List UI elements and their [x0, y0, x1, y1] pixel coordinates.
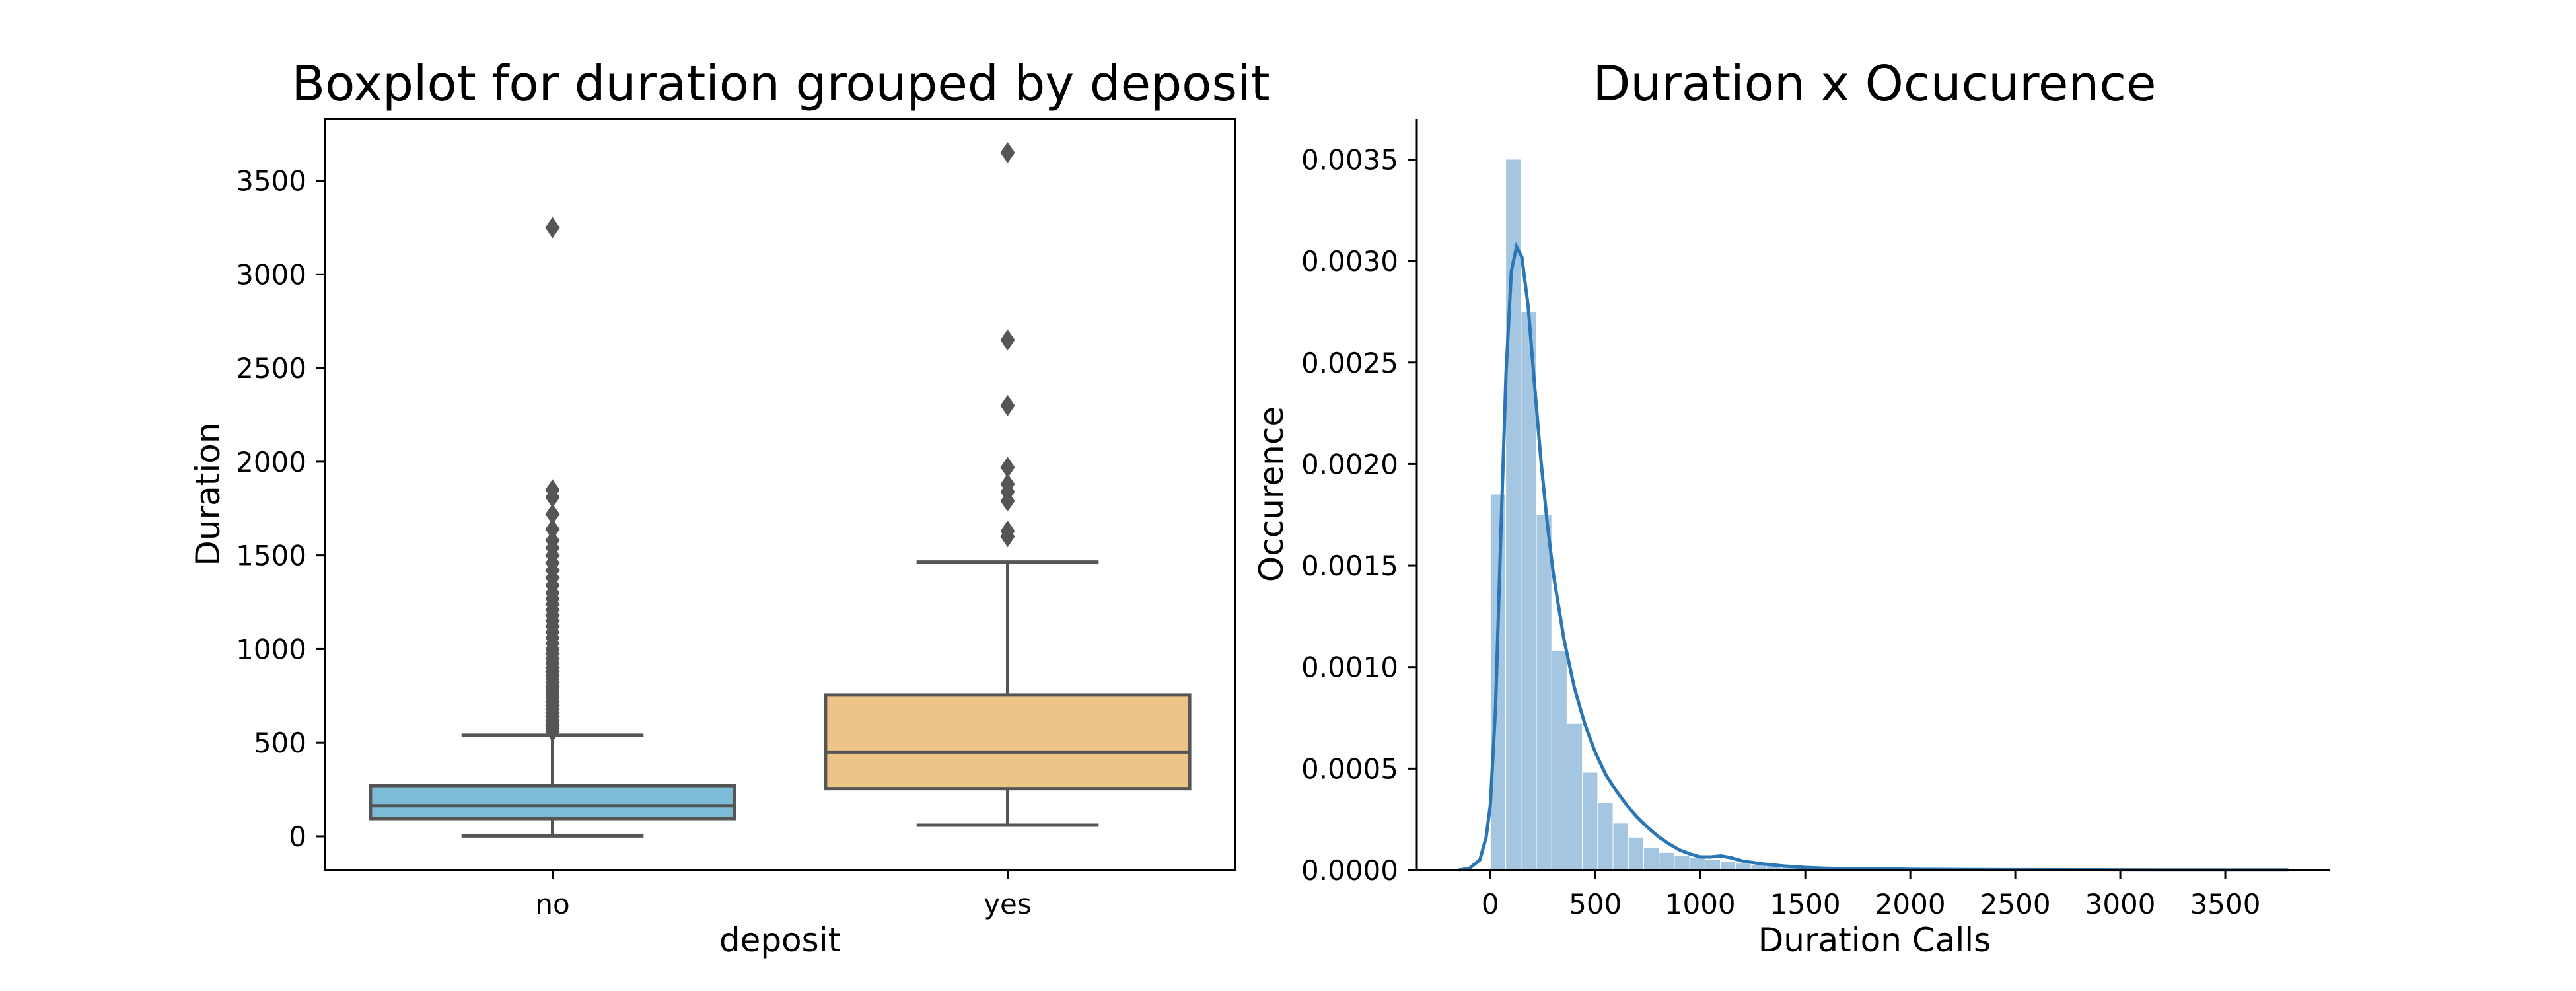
boxplot-y-tick-label: 1500	[236, 540, 306, 572]
histogram-y-tick-label: 0.0030	[1301, 245, 1398, 277]
boxplot-y-tick-label: 500	[254, 727, 306, 759]
boxplot-y-tick-label: 2500	[236, 352, 306, 385]
histogram-bar	[1721, 862, 1736, 870]
histogram-bar	[1751, 865, 1766, 870]
outlier-point	[1000, 457, 1015, 478]
boxplot-y-axis-label: Duration	[189, 422, 227, 566]
histogram-bar	[1766, 865, 1781, 870]
boxplot-frame	[324, 118, 1236, 871]
histogram-y-ticks: 0.0000 0.0005 0.0010 0.0015 0.0020 0.0025 0.00…	[1301, 143, 1417, 887]
histogram-panel: Duration x Ocucurence 0.0000 0.0005 0.0010…	[1252, 55, 2330, 959]
box-yes	[824, 142, 1192, 827]
boxplot-y-tick-label: 3500	[236, 165, 306, 198]
histogram-y-tick-label: 0.0005	[1301, 752, 1398, 785]
histogram-bar	[1552, 651, 1567, 870]
outlier-point	[1000, 329, 1015, 351]
histogram-bar	[1690, 858, 1705, 870]
histogram-y-tick-label: 0.0035	[1301, 143, 1398, 176]
histogram-y-tick-label: 0.0015	[1301, 550, 1398, 582]
histogram-bar	[1613, 823, 1628, 870]
histogram-y-axis-label: Occurence	[1252, 406, 1291, 582]
outlier-point	[1000, 473, 1015, 495]
histogram-x-axis-label: Duration Calls	[1758, 921, 1991, 959]
histogram-x-tick-label: 3000	[2085, 888, 2156, 920]
histogram-bar	[1781, 866, 1797, 870]
boxplot-x-tick-label: no	[535, 888, 569, 920]
histogram-y-tick-label: 0.0000	[1301, 854, 1398, 887]
box-no	[369, 217, 736, 838]
histogram-x-tick-label: 3500	[2190, 888, 2261, 920]
histogram-bar	[1598, 803, 1613, 870]
iqr-box	[824, 693, 1192, 791]
histogram-x-ticks: 0 500 1000 1500 2000 2500 3000 3500	[1482, 870, 2261, 920]
histogram-x-tick-label: 2500	[1980, 888, 2051, 920]
histogram-y-tick-label: 0.0025	[1301, 347, 1398, 379]
boxplot-y-tick-label: 1000	[236, 633, 306, 665]
histogram-x-tick-label: 1500	[1770, 888, 1841, 920]
histogram-y-tick-label: 0.0010	[1301, 651, 1398, 684]
boxplot-x-tick-label: yes	[984, 888, 1032, 920]
histogram-bar	[1705, 860, 1721, 870]
boxplot-y-ticks: 0 500 1000 1500 2000 2500 3000 3500	[236, 165, 325, 853]
histogram-y-tick-label: 0.0020	[1301, 448, 1398, 480]
boxplot-y-tick-label: 2000	[236, 446, 306, 478]
boxplot-title: Boxplot for duration grouped by deposit	[291, 55, 1270, 112]
outlier-point	[545, 479, 560, 501]
histogram-bar	[1521, 311, 1536, 870]
histogram-x-tick-label: 0	[1482, 888, 1499, 920]
boxplot-panel: Boxplot for duration grouped by deposit …	[189, 55, 1270, 959]
histogram-bar	[1567, 723, 1583, 870]
outlier-point	[1000, 520, 1015, 542]
boxplot-x-ticks: no yes	[535, 870, 1032, 920]
outlier-point	[545, 518, 560, 540]
histogram-bar	[1583, 772, 1598, 870]
outlier-point	[545, 529, 560, 551]
histogram-bar	[1536, 515, 1552, 870]
boxplot-y-tick-label: 0	[289, 821, 306, 853]
outlier-point	[545, 217, 560, 239]
histogram-bars	[1490, 159, 2257, 870]
outlier-point	[545, 503, 560, 525]
histogram-bar	[1674, 856, 1690, 870]
outlier-point	[1000, 142, 1015, 164]
histogram-bar	[1736, 863, 1751, 870]
histogram-x-tick-label: 2000	[1875, 888, 1946, 920]
histogram-x-tick-label: 500	[1569, 888, 1622, 920]
iqr-box	[369, 784, 736, 821]
outlier-point	[1000, 394, 1015, 416]
boxplot-x-axis-label: deposit	[719, 921, 841, 959]
histogram-bar	[1506, 159, 1521, 870]
histogram-x-tick-label: 1000	[1665, 888, 1736, 920]
histogram-bar	[1628, 837, 1644, 870]
boxplot-y-tick-label: 3000	[236, 258, 306, 291]
histogram-bar	[1659, 852, 1674, 870]
histogram-bar	[1490, 494, 1506, 870]
boxplot-marks	[369, 142, 1192, 838]
histogram-bar	[1644, 848, 1659, 870]
histogram-title: Duration x Ocucurence	[1592, 55, 2156, 112]
